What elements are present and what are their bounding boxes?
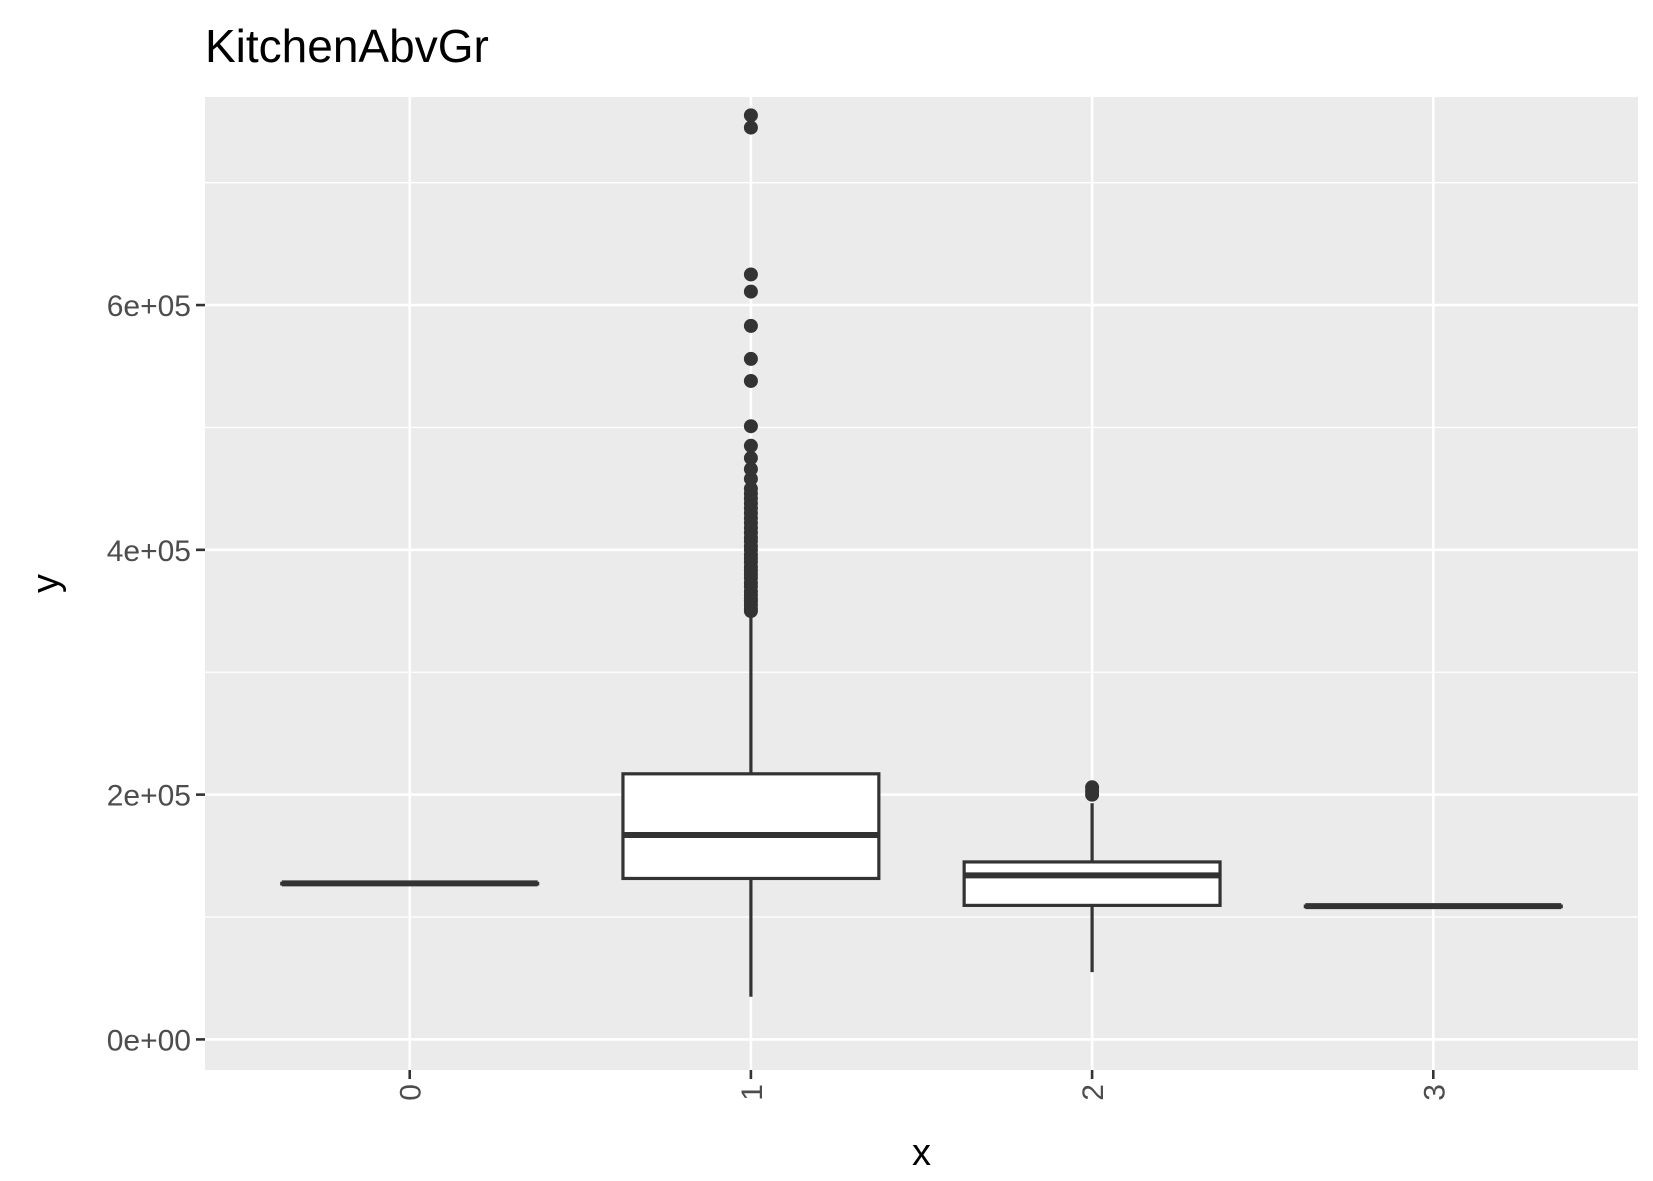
box-category-0	[280, 880, 540, 887]
outlier-point	[743, 284, 758, 299]
box-category-3	[1303, 903, 1563, 910]
outlier-point	[743, 438, 758, 453]
outlier-point	[743, 108, 758, 123]
chart-title: KitchenAbvGr	[205, 20, 489, 72]
axes: 0e+00 2e+05 4e+05 6e+05 0 1 2 3	[107, 290, 1452, 1101]
outlier-point	[743, 471, 758, 486]
plot-panel	[205, 97, 1638, 1070]
x-tick-label: 1	[736, 1084, 769, 1101]
y-axis-title: y	[25, 574, 67, 593]
outlier-point	[1085, 780, 1100, 795]
outlier-point	[743, 419, 758, 434]
y-tick-label: 2e+05	[107, 780, 191, 813]
x-axis-title: x	[912, 1132, 931, 1174]
y-tick-label: 6e+05	[107, 290, 191, 323]
outlier-point	[743, 462, 758, 477]
outlier-point	[743, 318, 758, 333]
box	[621, 772, 881, 881]
x-tick-label: 3	[1418, 1084, 1451, 1101]
outlier-point	[743, 481, 758, 496]
outlier-point	[743, 351, 758, 366]
boxes	[280, 108, 1563, 997]
x-tick-label: 0	[395, 1084, 428, 1101]
y-tick-label: 0e+00	[107, 1024, 191, 1057]
box	[962, 860, 1222, 907]
y-tick-label: 4e+05	[107, 535, 191, 568]
box-category-2	[962, 780, 1222, 973]
box-category-1	[621, 108, 881, 997]
outlier-point	[743, 373, 758, 388]
outlier-point	[743, 451, 758, 466]
x-tick-label: 2	[1077, 1084, 1110, 1101]
outlier-point	[743, 120, 758, 135]
outlier-point	[743, 267, 758, 282]
